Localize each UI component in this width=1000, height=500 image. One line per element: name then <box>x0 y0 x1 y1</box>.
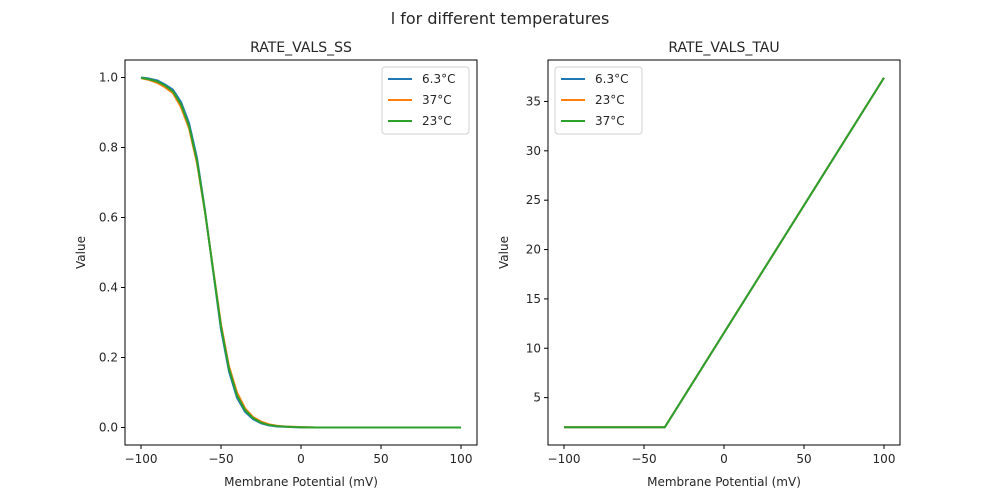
y-tick-label: 30 <box>526 144 541 158</box>
y-tick-label: 20 <box>526 243 541 257</box>
y-tick-label: 0.4 <box>99 281 118 295</box>
figure-suptitle: l for different temperatures <box>391 9 610 28</box>
x-tick-label: 100 <box>450 452 473 466</box>
series-line <box>140 76 461 429</box>
y-tick-label: 25 <box>526 193 541 207</box>
y-axis-label: Value <box>497 236 511 269</box>
y-axis-label: Value <box>74 236 88 269</box>
y-tick-label: 10 <box>526 341 541 355</box>
subplot-title: RATE_VALS_SS <box>250 40 352 56</box>
x-tick-label: 50 <box>373 452 388 466</box>
x-tick-label: −50 <box>208 452 233 466</box>
legend-label: 23°C <box>595 93 625 107</box>
legend-frame <box>381 66 470 135</box>
x-tick-label: −100 <box>125 452 158 466</box>
x-tick-label: 100 <box>873 452 896 466</box>
y-tick-label: 5 <box>533 391 541 405</box>
x-tick-label: 50 <box>796 452 811 466</box>
series-line <box>564 77 885 429</box>
x-tick-label: −50 <box>631 452 656 466</box>
subplot-rate-vals-ss: RATE_VALS_SS −100 −50 0 50 100 0.0 0.2 0.4 0.6 0.8… <box>74 40 478 489</box>
y-tick-label: 0.2 <box>99 351 118 365</box>
y-tick-label: 35 <box>526 94 541 108</box>
legend-label: 23°C <box>422 114 452 128</box>
subplot-title: RATE_VALS_TAU <box>668 40 779 56</box>
x-tick-label: 0 <box>720 452 728 466</box>
subplot-rate-vals-tau: RATE_VALS_TAU −100 −50 0 50 100 5 10 15 20 25 30 35 M… <box>497 40 901 489</box>
y-tick-label: 1.0 <box>99 71 118 85</box>
legend-frame <box>554 66 643 135</box>
y-tick-label: 0.6 <box>99 211 118 225</box>
x-axis-label: Membrane Potential (mV) <box>647 475 801 489</box>
y-tick-label: 15 <box>526 292 541 306</box>
y-tick-label: 0.0 <box>99 421 118 435</box>
legend-label: 37°C <box>595 114 625 128</box>
legend: 6.3°C 23°C 37°C <box>554 66 643 135</box>
legend-label: 6.3°C <box>595 72 628 86</box>
legend-label: 6.3°C <box>422 72 455 86</box>
y-tick-label: 0.8 <box>99 141 118 155</box>
x-axis-label: Membrane Potential (mV) <box>224 475 378 489</box>
x-tick-label: 0 <box>297 452 305 466</box>
legend: 6.3°C 37°C 23°C <box>381 66 470 135</box>
x-tick-label: −100 <box>548 452 581 466</box>
legend-label: 37°C <box>422 93 452 107</box>
